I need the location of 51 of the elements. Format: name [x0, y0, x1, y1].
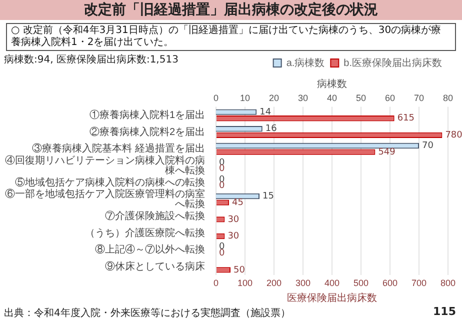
x-tick-label: 700: [411, 278, 427, 288]
data-label: 45: [232, 198, 244, 208]
data-label: 30: [228, 214, 240, 225]
chart-subtitle: ○ 改定前（令和4年3月31日時点）の「旧経過措置」に届け出ていた病棟のうち、30の病棟が療養病棟入院料1・2を届け出ていた。: [6, 23, 456, 51]
y-tick-label: ①療養病棟入院料1を届出: [89, 108, 205, 121]
x-tick-label: 500: [353, 278, 369, 288]
x2-axis-title: 病棟数: [317, 78, 347, 90]
text: 115: [433, 305, 456, 318]
x2-tick-label: 0: [213, 92, 219, 103]
x2-tick-label: 80: [442, 92, 454, 103]
data-label: 30: [228, 232, 240, 242]
x-tick-label: 600: [382, 278, 398, 288]
y-tick-label: ④回復期リハビリテーション病棟入院料の病棟へ転換: [5, 154, 205, 176]
x2-tick-label: 50: [356, 92, 366, 103]
data-label: 15: [262, 192, 274, 202]
x2-tick-label: 70: [414, 92, 424, 103]
x-tick-label: 100: [237, 278, 253, 288]
x2-tick-label: 30: [298, 92, 308, 103]
data-label: 14: [260, 107, 272, 118]
x2-tick-label: 40: [326, 92, 338, 103]
x2-tick-label: 10: [240, 92, 250, 103]
x-tick-label: 400: [324, 278, 340, 288]
x2-tick-label: 60: [384, 92, 396, 103]
chart-title: 改定前「旧経過措置」届出病棟の改定後の状況: [0, 0, 462, 20]
data-label: 615: [397, 114, 415, 124]
y-tick-label: ③療養病棟入院基本料 経過措置を届出: [32, 142, 205, 155]
x-tick-label: 0: [213, 278, 219, 288]
data-label: 0: [219, 181, 225, 192]
data-label: 16: [265, 124, 278, 134]
y-tick-label: ⑦介護保険施設へ転換: [105, 210, 205, 222]
x2-tick-label: 20: [268, 92, 280, 103]
y-tick-label: ⑥一部を地域包括ケア入院医療管理料の病室へ転換: [5, 188, 205, 210]
y-tick-label: ⑤地域包括ケア病棟入院料の病棟への転換: [15, 176, 205, 188]
x-axis-title: 医療保険届出病床数: [287, 292, 377, 304]
x-tick-label: 200: [266, 278, 282, 288]
x-tick-label: 300: [295, 278, 311, 288]
data-label: 50: [234, 265, 246, 276]
y-tick-label: （うち）介護医療院へ転換: [85, 226, 205, 239]
y-tick-label: ②療養病棟入院料2を届出: [89, 126, 205, 138]
y-tick-label: ⑧上記④～⑦以外へ転換: [95, 244, 205, 256]
text: 病棟数:94, 医療保険届出病床数:1,513: [4, 54, 178, 66]
x-tick-label: 800: [440, 278, 456, 288]
legend-label: a.病棟数: [286, 56, 325, 69]
data-label: 549: [378, 147, 396, 158]
legend-label: b.医療保険届出病床数: [344, 56, 442, 69]
source-note: 出典：令和4年度入院・外来医療等における実態調査（施設票）: [4, 306, 290, 320]
y-tick-label: ⑨休床としている病床: [105, 260, 205, 273]
data-label: 0: [219, 248, 225, 258]
data-label: 70: [422, 141, 434, 152]
data-label: 0: [219, 164, 225, 174]
data-label: 780: [445, 130, 462, 141]
